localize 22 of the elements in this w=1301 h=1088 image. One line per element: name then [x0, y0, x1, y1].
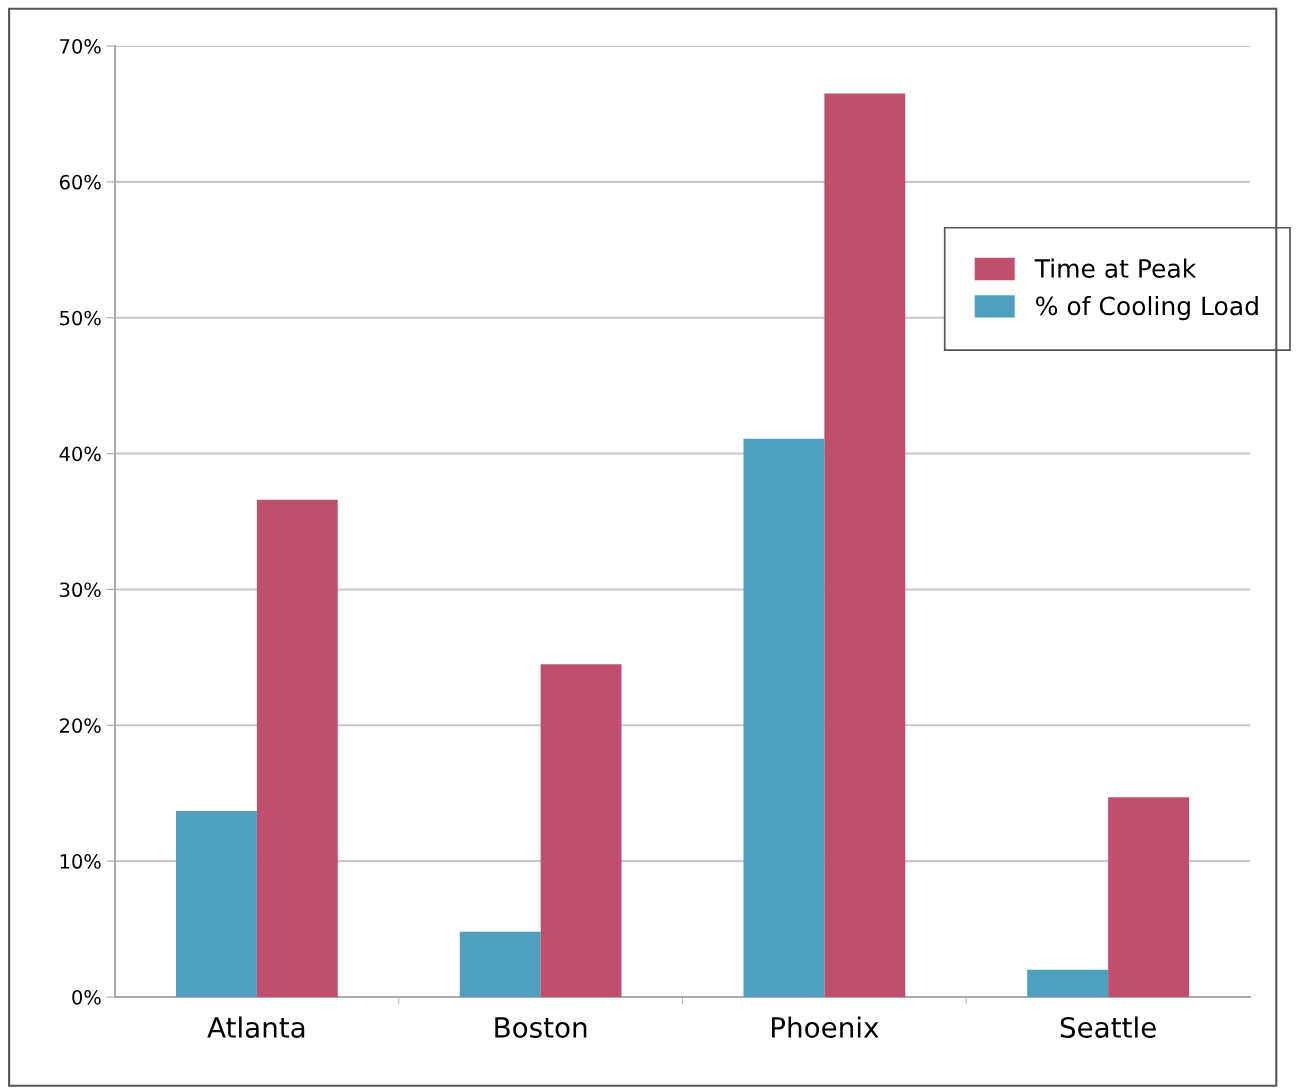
bar: [824, 93, 906, 997]
bar: [1108, 797, 1189, 997]
bar: [256, 499, 338, 997]
bar: [1027, 969, 1109, 997]
bar: [459, 931, 541, 997]
y-tick-label: 60%: [59, 174, 101, 190]
x-tick-label: Atlanta: [207, 1016, 305, 1038]
y-tick-label: 70%: [60, 38, 101, 54]
bar: [176, 810, 257, 997]
legend-label: Time at Peak: [1034, 258, 1197, 278]
x-tick-label: Boston: [495, 1017, 587, 1038]
y-tick-label: 20%: [60, 718, 101, 733]
bar: [540, 664, 622, 997]
y-tick-label: 10%: [60, 854, 101, 869]
y-tick-label: 50%: [60, 310, 101, 326]
x-tick-label: Seattle: [1060, 1016, 1156, 1038]
y-tick-label: 30%: [60, 582, 101, 598]
y-tick-label: 0%: [72, 989, 101, 1005]
bar: [743, 438, 825, 997]
y-tick-label: 40%: [59, 446, 101, 462]
x-tick-label: Phoenix: [772, 1016, 879, 1038]
legend-label: % of Cooling Load: [1036, 295, 1258, 321]
